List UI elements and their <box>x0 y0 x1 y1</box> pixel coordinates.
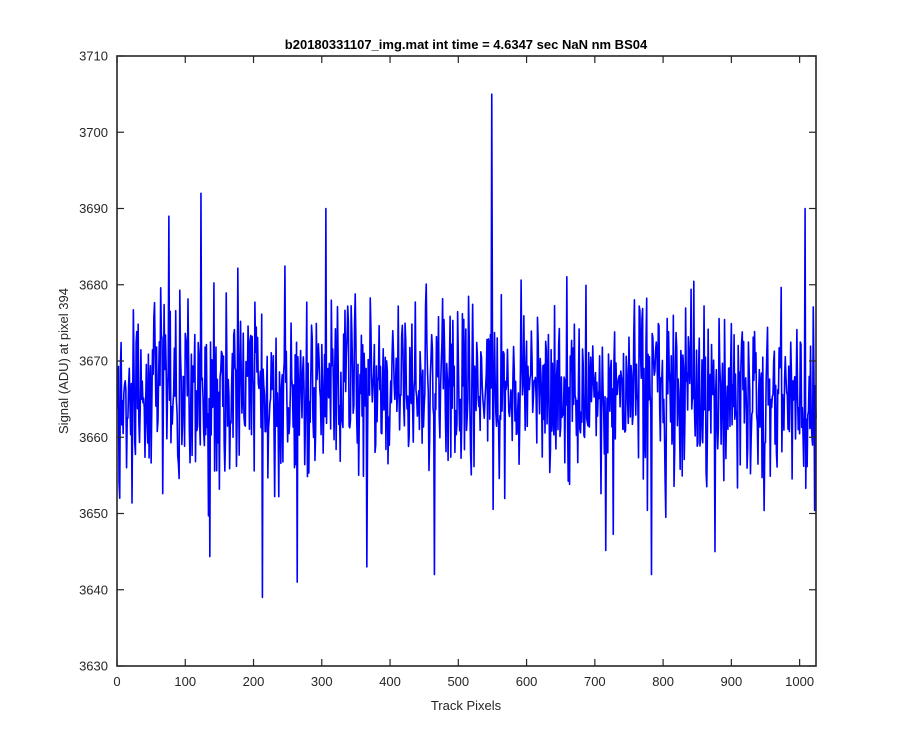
x-tick-label: 100 <box>174 674 196 689</box>
y-axis-label: Signal (ADU) at pixel 394 <box>56 288 71 434</box>
data-series-line <box>116 93 817 599</box>
x-tick-label: 300 <box>311 674 333 689</box>
x-tick-label: 1000 <box>785 674 814 689</box>
y-tick-label: 3710 <box>79 49 108 64</box>
y-tick-label: 3700 <box>79 125 108 140</box>
y-tick-label: 3650 <box>79 506 108 521</box>
x-tick-label: 0 <box>113 674 120 689</box>
y-tick-label: 3690 <box>79 201 108 216</box>
y-tick-label: 3640 <box>79 582 108 597</box>
x-tick-label: 900 <box>721 674 743 689</box>
data-layer <box>116 93 817 599</box>
y-tick-label: 3630 <box>79 659 108 674</box>
y-tick-label: 3680 <box>79 277 108 292</box>
x-tick-label: 600 <box>516 674 538 689</box>
x-tick-label: 400 <box>379 674 401 689</box>
x-axis-label: Track Pixels <box>431 698 502 713</box>
x-tick-label: 500 <box>447 674 469 689</box>
axes-layer: 0 100 200 300 400 500 600 700 800 900 1000 3630 3640… <box>79 49 817 689</box>
x-tick-label: 200 <box>243 674 265 689</box>
x-tick-label: 700 <box>584 674 606 689</box>
x-tick-label: 800 <box>652 674 674 689</box>
y-tick-label: 3670 <box>79 354 108 369</box>
y-tick-label: 3660 <box>79 430 108 445</box>
chart-title: b20180331107_img.mat int time = 4.6347 s… <box>285 37 648 52</box>
